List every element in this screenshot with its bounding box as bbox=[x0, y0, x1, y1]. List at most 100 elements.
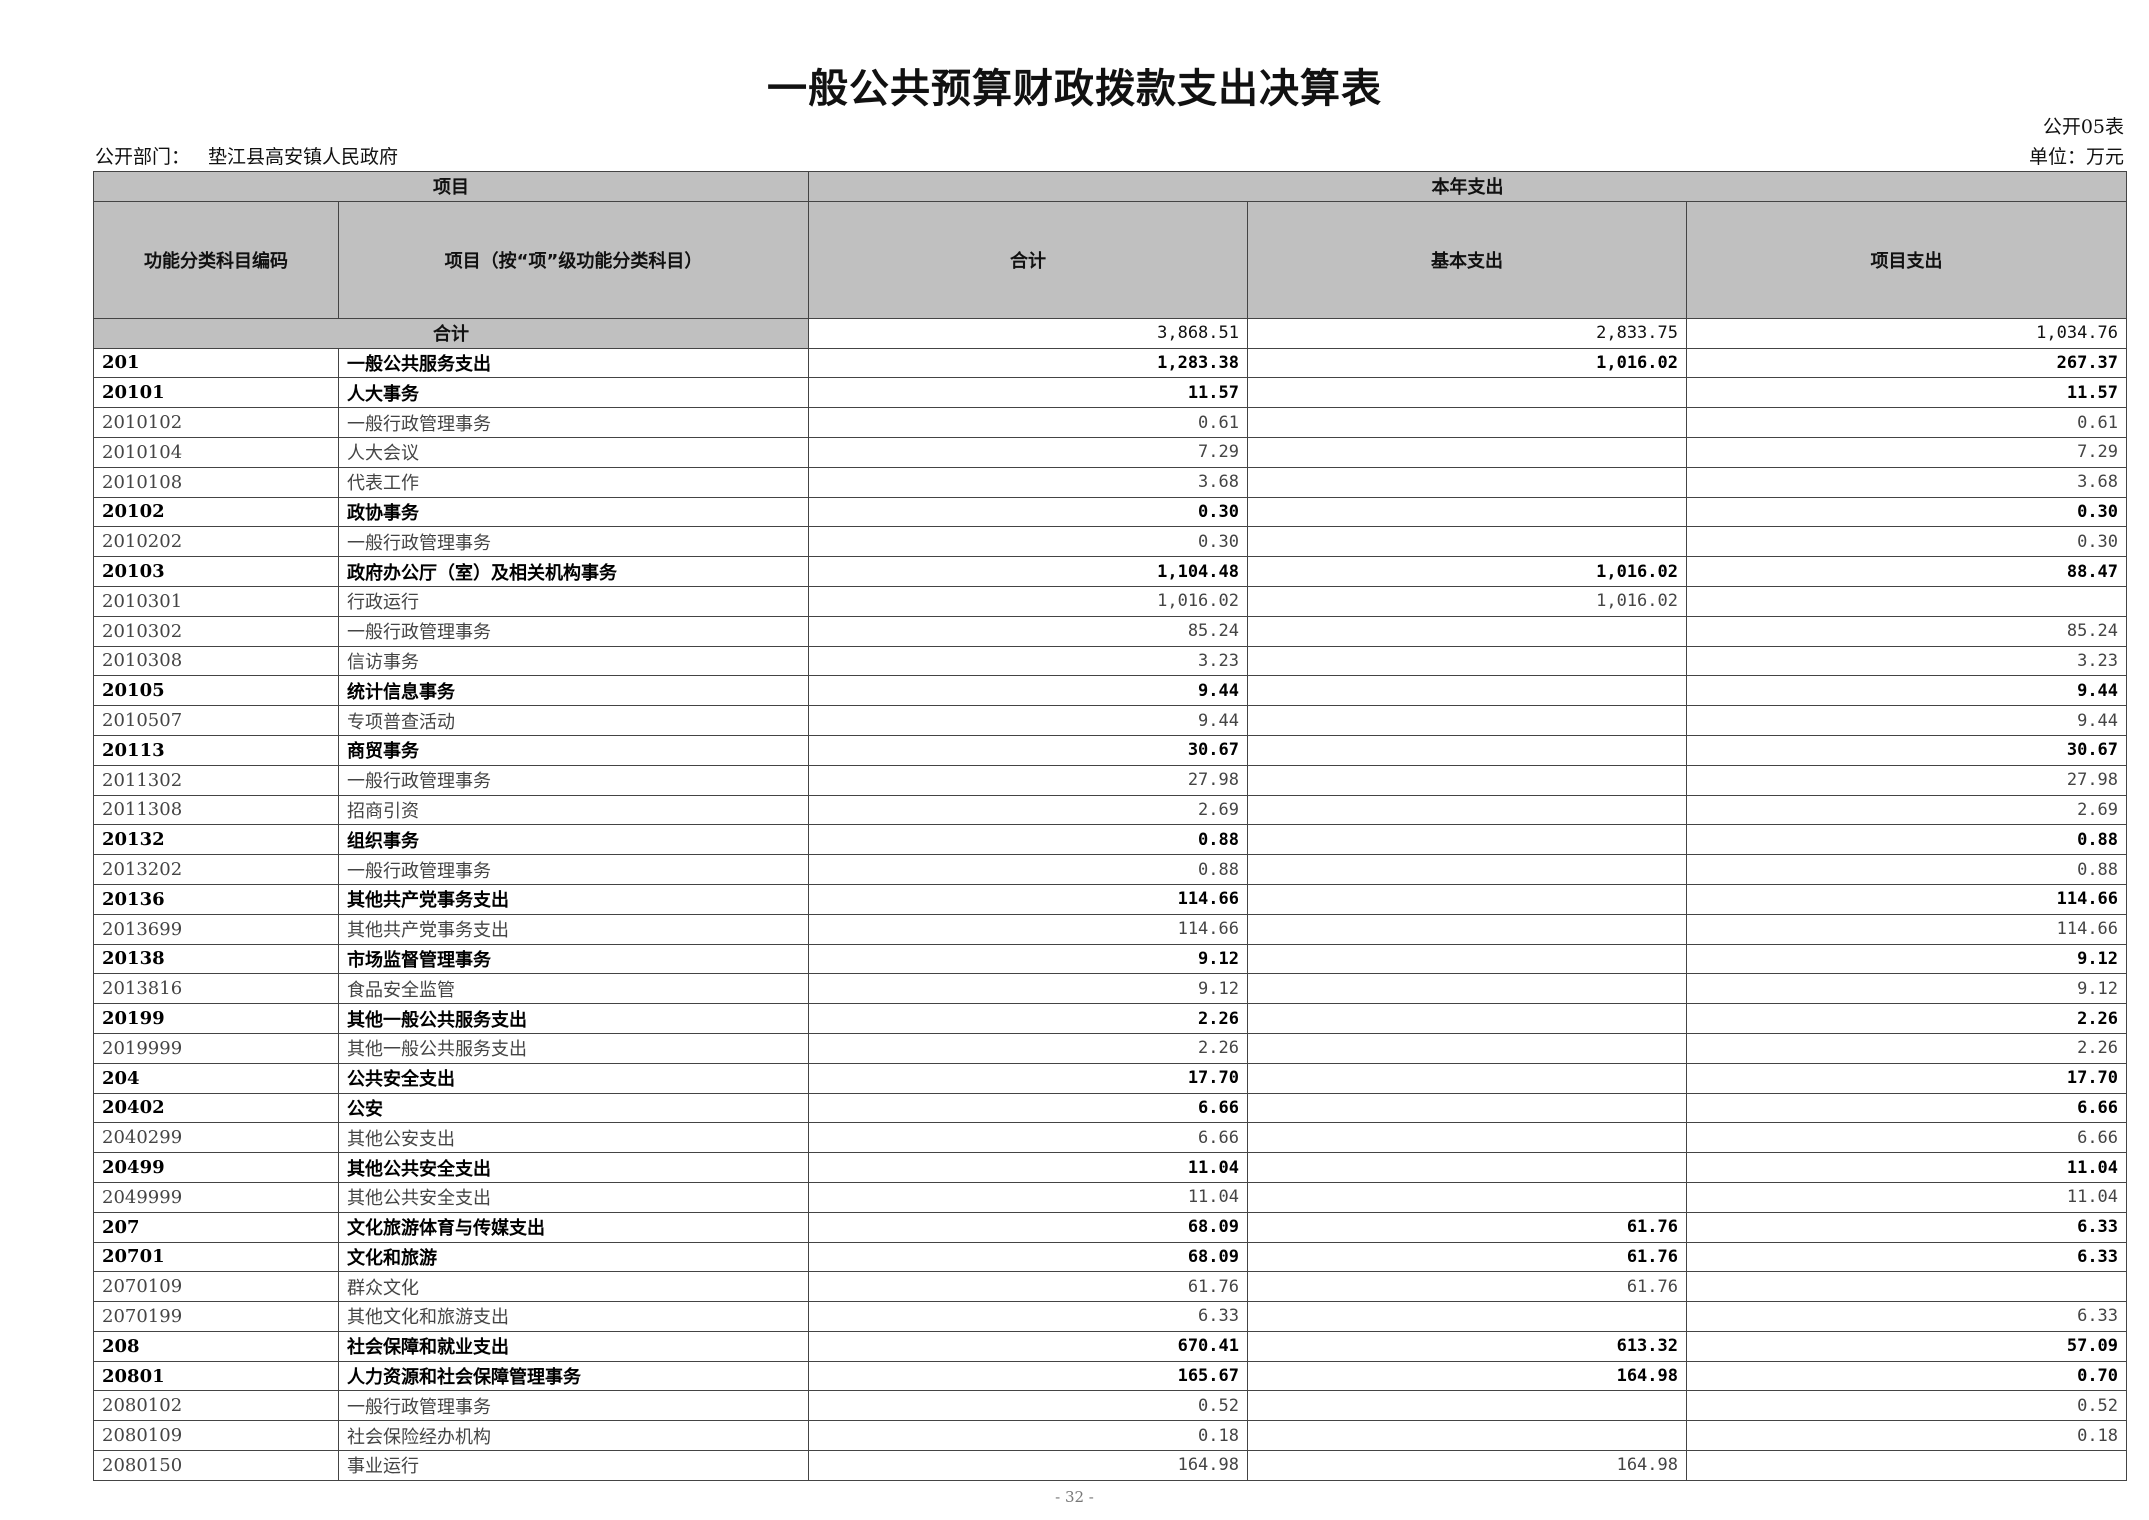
table-row: 2010108 代表工作 3.68 3.68 bbox=[93, 466, 2128, 498]
cell-name: 政协事务 bbox=[338, 496, 809, 528]
cell-name: 信访事务 bbox=[338, 645, 809, 677]
table-row: 2013699 其他共产党事务支出 114.66 114.66 bbox=[93, 913, 2128, 945]
table-row: 20138 市场监督管理事务 9.12 9.12 bbox=[93, 943, 2128, 975]
cell-total: 114.66 bbox=[808, 913, 1248, 945]
table-row: 2010507 专项普查活动 9.44 9.44 bbox=[93, 705, 2128, 736]
header-total: 合计 bbox=[808, 200, 1248, 319]
cell-basic bbox=[1247, 1003, 1687, 1034]
cell-name: 社会保障和就业支出 bbox=[338, 1330, 809, 1362]
cell-total: 11.57 bbox=[808, 377, 1248, 409]
cell-basic bbox=[1247, 675, 1687, 707]
cell-basic bbox=[1247, 526, 1687, 558]
header-row-2: 功能分类科目编码 项目（按“项”级功能分类科目） 合计 基本支出 项目支出 bbox=[93, 200, 2128, 319]
cell-total: 0.30 bbox=[808, 496, 1248, 528]
cell-code: 2013202 bbox=[93, 854, 339, 885]
table-row: 2040299 其他公安支出 6.66 6.66 bbox=[93, 1122, 2128, 1154]
cell-project: 30.67 bbox=[1685, 734, 2128, 766]
expenditure-table: 项目 本年支出 功能分类科目编码 项目（按“项”级功能分类科目） 合计 基本支出… bbox=[93, 171, 2128, 1481]
cell-basic bbox=[1247, 1092, 1687, 1124]
cell-name: 事业运行 bbox=[338, 1450, 809, 1481]
cell-code: 20136 bbox=[93, 883, 339, 915]
cell-project: 88.47 bbox=[1685, 556, 2128, 587]
cell-code: 20101 bbox=[93, 377, 339, 409]
cell-code: 20103 bbox=[93, 556, 339, 587]
cell-total: 165.67 bbox=[808, 1360, 1248, 1392]
cell-total: 6.66 bbox=[808, 1092, 1248, 1124]
cell-project: 114.66 bbox=[1685, 913, 2128, 945]
header-current-year: 本年支出 bbox=[807, 171, 2128, 202]
cell-project: 6.33 bbox=[1685, 1211, 2128, 1243]
cell-project: 267.37 bbox=[1685, 347, 2128, 379]
department-line: 公开部门： 垫江县高安镇人民政府 bbox=[95, 142, 416, 169]
cell-project: 9.12 bbox=[1685, 943, 2128, 975]
cell-project: 9.12 bbox=[1685, 973, 2128, 1005]
cell-basic bbox=[1247, 377, 1687, 409]
cell-code: 201 bbox=[93, 347, 339, 379]
cell-name: 其他共产党事务支出 bbox=[338, 913, 809, 945]
cell-basic bbox=[1247, 973, 1687, 1005]
cell-code: 2011302 bbox=[93, 764, 339, 796]
table-row: 20801 人力资源和社会保障管理事务 165.67 164.98 0.70 bbox=[93, 1360, 2128, 1392]
cell-total: 0.30 bbox=[808, 526, 1248, 558]
cell-project: 0.61 bbox=[1685, 407, 2128, 438]
cell-project: 6.66 bbox=[1685, 1092, 2128, 1124]
table-row: 204 公共安全支出 17.70 17.70 bbox=[93, 1062, 2128, 1094]
cell-total: 0.61 bbox=[808, 407, 1248, 438]
cell-basic bbox=[1247, 407, 1687, 438]
cell-total: 6.33 bbox=[808, 1301, 1248, 1332]
cell-total: 11.04 bbox=[808, 1152, 1248, 1183]
cell-total: 114.66 bbox=[808, 883, 1248, 915]
cell-name: 市场监督管理事务 bbox=[338, 943, 809, 975]
cell-code: 2070199 bbox=[93, 1301, 339, 1332]
cell-total: 27.98 bbox=[808, 764, 1248, 796]
table-row: 20103 政府办公厅（室）及相关机构事务 1,104.48 1,016.02 88.4… bbox=[93, 556, 2128, 587]
cell-basic bbox=[1247, 645, 1687, 677]
cell-basic: 61.76 bbox=[1247, 1271, 1687, 1303]
cell-project: 3.23 bbox=[1685, 645, 2128, 677]
table-row: 207 文化旅游体育与传媒支出 68.09 61.76 6.33 bbox=[93, 1211, 2128, 1243]
header-project-exp: 项目支出 bbox=[1685, 200, 2128, 319]
cell-project: 0.52 bbox=[1685, 1390, 2128, 1422]
table-row: 2010302 一般行政管理事务 85.24 85.24 bbox=[93, 615, 2128, 647]
cell-name: 其他一般公共服务支出 bbox=[338, 1003, 809, 1034]
cell-code: 2010102 bbox=[93, 407, 339, 438]
total-project: 1,034.76 bbox=[1685, 317, 2128, 349]
table-row: 20132 组织事务 0.88 0.88 bbox=[93, 824, 2128, 856]
cell-code: 207 bbox=[93, 1211, 339, 1243]
table-row: 2013202 一般行政管理事务 0.88 0.88 bbox=[93, 854, 2128, 885]
cell-name: 一般行政管理事务 bbox=[338, 407, 809, 438]
cell-basic: 1,016.02 bbox=[1247, 556, 1687, 587]
cell-project: 0.18 bbox=[1685, 1420, 2128, 1452]
cell-name: 组织事务 bbox=[338, 824, 809, 856]
table-row: 2080150 事业运行 164.98 164.98 bbox=[93, 1450, 2128, 1481]
cell-project: 7.29 bbox=[1685, 436, 2128, 468]
table-row: 20113 商贸事务 30.67 30.67 bbox=[93, 734, 2128, 766]
cell-name: 商贸事务 bbox=[338, 734, 809, 766]
cell-total: 9.44 bbox=[808, 675, 1248, 707]
table-row: 2011308 招商引资 2.69 2.69 bbox=[93, 794, 2128, 826]
cell-code: 20402 bbox=[93, 1092, 339, 1124]
cell-total: 670.41 bbox=[808, 1330, 1248, 1362]
cell-name: 一般行政管理事务 bbox=[338, 1390, 809, 1422]
cell-code: 20138 bbox=[93, 943, 339, 975]
cell-basic bbox=[1247, 436, 1687, 468]
cell-code: 2049999 bbox=[93, 1181, 339, 1213]
table-row: 201 一般公共服务支出 1,283.38 1,016.02 267.37 bbox=[93, 347, 2128, 379]
table-row: 2010202 一般行政管理事务 0.30 0.30 bbox=[93, 526, 2128, 558]
cell-project: 6.66 bbox=[1685, 1122, 2128, 1154]
cell-name: 其他共产党事务支出 bbox=[338, 883, 809, 915]
cell-code: 2010108 bbox=[93, 466, 339, 498]
cell-project: 11.04 bbox=[1685, 1181, 2128, 1213]
cell-name: 人大事务 bbox=[338, 377, 809, 409]
cell-code: 20102 bbox=[93, 496, 339, 528]
cell-basic bbox=[1247, 1122, 1687, 1154]
cell-project: 0.30 bbox=[1685, 526, 2128, 558]
cell-name: 一般公共服务支出 bbox=[338, 347, 809, 379]
cell-project: 17.70 bbox=[1685, 1062, 2128, 1094]
table-row: 20199 其他一般公共服务支出 2.26 2.26 bbox=[93, 1003, 2128, 1034]
header-code: 功能分类科目编码 bbox=[93, 200, 339, 319]
cell-basic bbox=[1247, 734, 1687, 766]
cell-name: 其他文化和旅游支出 bbox=[338, 1301, 809, 1332]
table-row: 20499 其他公共安全支出 11.04 11.04 bbox=[93, 1152, 2128, 1183]
table-row: 2010104 人大会议 7.29 7.29 bbox=[93, 436, 2128, 468]
